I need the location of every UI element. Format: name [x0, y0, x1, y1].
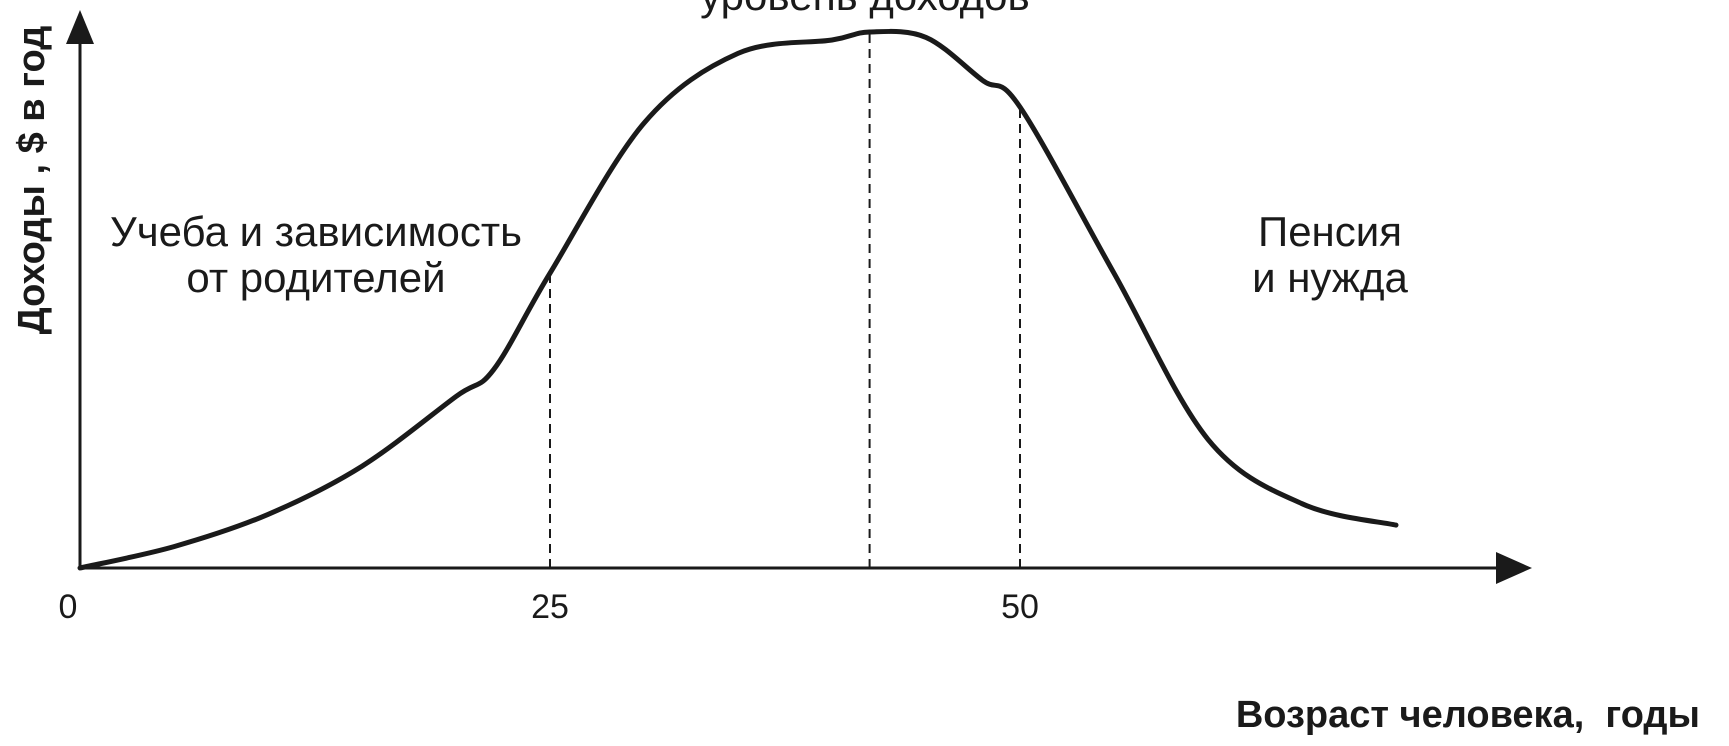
series-line-income — [77, 28, 1399, 571]
annotation-study-line1: Учеба и зависимость — [110, 208, 522, 255]
annotation-study-line2: от родителей — [186, 254, 445, 301]
y-axis-title: Доходы , $ в год — [11, 26, 53, 335]
reference-lines — [549, 32, 1021, 568]
x-axis-title: Возраст человека, годы — [1236, 694, 1700, 736]
x-tick-labels: 0 25 50 — [59, 588, 1039, 626]
annotation-peak-income: уровень доходов — [700, 0, 1030, 19]
x-tick-label-50: 50 — [1001, 588, 1039, 626]
x-tick-label-25: 25 — [531, 588, 569, 626]
x-tick-label-0: 0 — [59, 588, 78, 626]
x-axis-arrow — [1496, 552, 1532, 584]
y-axis-arrow — [66, 10, 94, 44]
annotation-retirement-line2: и нужда — [1252, 254, 1408, 301]
annotation-retirement-line1: Пенсия — [1258, 208, 1402, 255]
